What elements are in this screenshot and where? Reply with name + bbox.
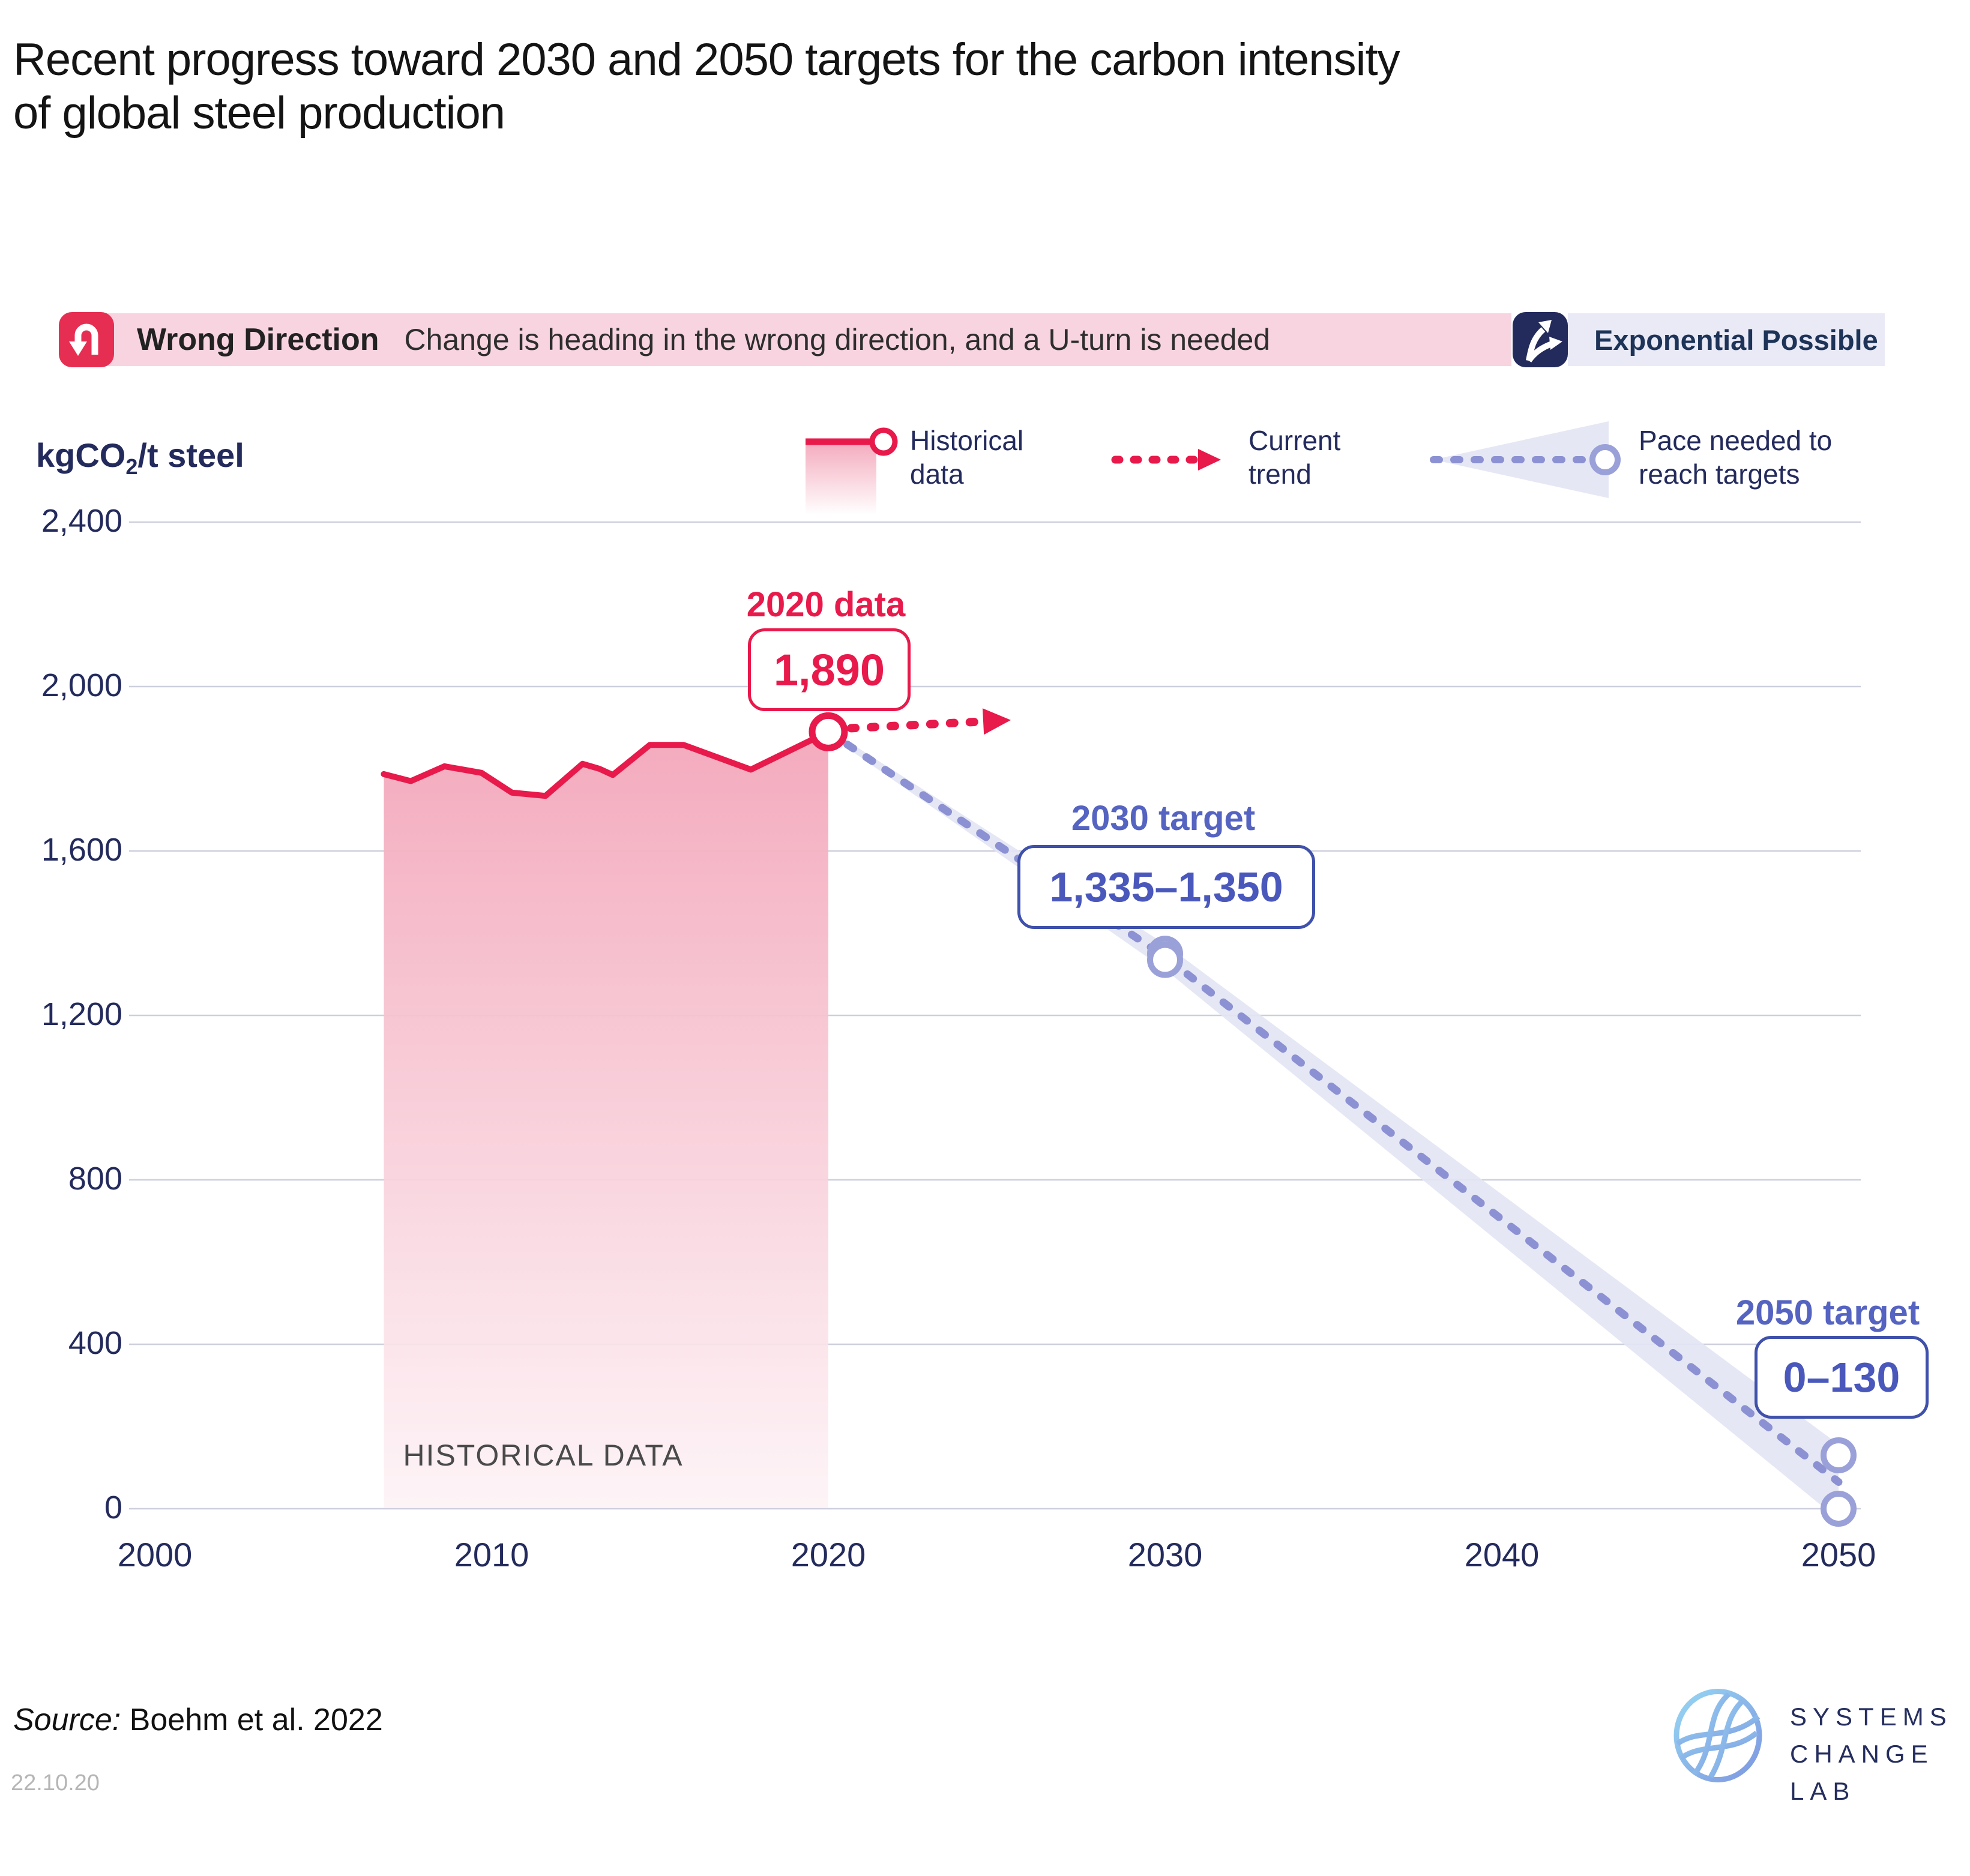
x-tick-label: 2040 xyxy=(1464,1536,1540,1574)
y-tick-label: 0 xyxy=(104,1490,122,1526)
unit-text-suffix: /t steel xyxy=(137,436,244,474)
callout-2030-target-value: 1,335–1,350 xyxy=(1017,845,1315,929)
pace-needed-legend-swatch xyxy=(1429,419,1627,501)
current-trend-legend-swatch xyxy=(1110,443,1224,477)
callout-2050-target-value: 0–130 xyxy=(1755,1336,1929,1419)
systems-change-lab-logo-text: SYSTEMS CHANGE LAB xyxy=(1790,1698,1953,1810)
logo-line-1: SYSTEMS xyxy=(1790,1703,1953,1731)
source-text: Boehm et al. 2022 xyxy=(129,1703,383,1737)
u-turn-arrow-icon xyxy=(59,312,114,367)
wrong-direction-description: Change is heading in the wrong direction… xyxy=(404,323,1271,356)
wrong-direction-banner: Wrong Direction Change is heading in the… xyxy=(72,313,1511,366)
x-tick-label: 2020 xyxy=(791,1536,866,1574)
exponential-possible-badge: Exponential Possible xyxy=(1568,313,1885,366)
source-citation: Source: Boehm et al. 2022 xyxy=(13,1702,383,1738)
y-axis-unit-label: kgCO2/t steel xyxy=(36,436,244,480)
historical-data-area-label: HISTORICAL DATA xyxy=(403,1439,684,1472)
x-tick-label: 2050 xyxy=(1801,1536,1876,1574)
source-prefix: Source: xyxy=(13,1703,121,1737)
legend-label-trend: Current trend xyxy=(1249,425,1341,490)
logo-line-3: LAB xyxy=(1790,1777,1856,1805)
branching-arrows-icon xyxy=(1513,312,1568,367)
annotation-2020-data-label: 2020 data xyxy=(746,585,906,624)
y-tick-label: 2,400 xyxy=(41,503,122,539)
y-tick-label: 800 xyxy=(68,1161,122,1197)
page-title: Recent progress toward 2030 and 2050 tar… xyxy=(13,34,1400,139)
annotation-2050-target-label: 2050 target xyxy=(1735,1293,1920,1332)
callout-2020-value: 1,890 xyxy=(748,628,911,711)
y-tick-label: 1,200 xyxy=(41,996,122,1032)
y-tick-label: 400 xyxy=(68,1325,122,1361)
wrong-direction-label: Wrong Direction xyxy=(137,322,379,357)
y-tick-label: 2,000 xyxy=(41,667,122,703)
systems-change-lab-logo-icon xyxy=(1673,1688,1763,1784)
logo-line-2: CHANGE xyxy=(1790,1740,1934,1768)
date-stamp: 22.10.20 xyxy=(11,1770,100,1796)
legend-label-pace: Pace needed to reach targets xyxy=(1639,425,1833,490)
annotation-2030-target-label: 2030 target xyxy=(1071,799,1256,838)
y-tick-label: 1,600 xyxy=(41,832,122,868)
unit-subscript: 2 xyxy=(125,454,138,480)
unit-text: kgCO xyxy=(36,436,126,474)
x-tick-label: 2000 xyxy=(117,1536,193,1574)
x-tick-label: 2010 xyxy=(454,1536,529,1574)
legend-label-historical: Historical data xyxy=(910,425,1024,490)
exponential-possible-label: Exponential Possible xyxy=(1594,323,1878,356)
historical-data-legend-swatch xyxy=(804,415,898,517)
x-tick-label: 2030 xyxy=(1127,1536,1203,1574)
